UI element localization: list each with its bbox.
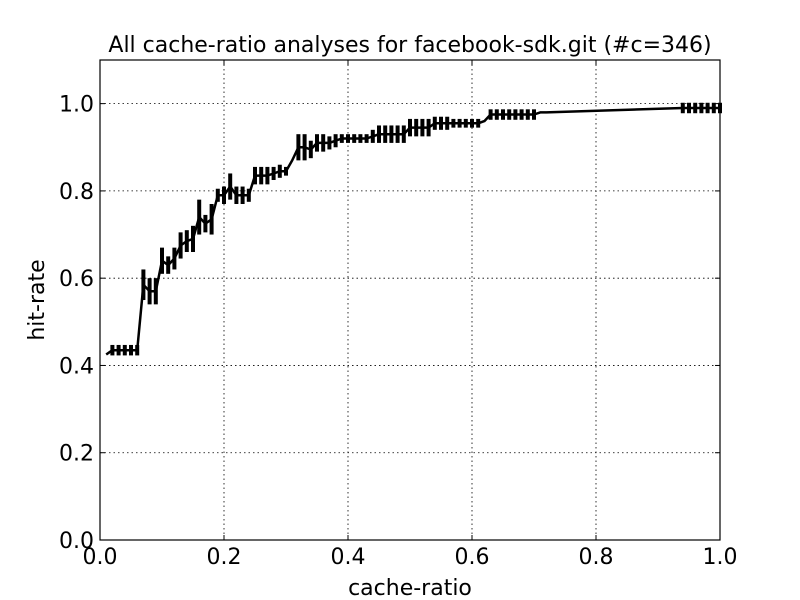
y-axis-label: hit-rate	[25, 259, 50, 340]
y-tick-label: 0.8	[59, 180, 94, 205]
chart-title: All cache-ratio analyses for facebook-sd…	[108, 33, 711, 58]
y-tick-label: 0.4	[59, 354, 94, 379]
y-tick-label: 0.0	[59, 529, 94, 554]
x-tick-label: 0.6	[455, 545, 490, 570]
x-tick-label: 0.4	[331, 545, 366, 570]
x-tick-label: 0.8	[579, 545, 614, 570]
x-tick-label: 0.0	[83, 545, 118, 570]
ticks: 0.0 0.2 0.4 0.6 0.8 1.0 0.0 0.2 0.4 0.6 0.8 1.0	[59, 60, 738, 570]
data-layer	[105, 102, 722, 356]
x-tick-label: 0.2	[207, 545, 242, 570]
plot-frame	[99, 59, 721, 541]
x-tick-label: 1.0	[703, 545, 738, 570]
y-tick-label: 0.6	[59, 267, 94, 292]
y-tick-label: 0.2	[59, 442, 94, 467]
grid	[100, 60, 720, 540]
y-tick-label: 1.0	[59, 93, 94, 118]
x-axis-label: cache-ratio	[348, 576, 472, 600]
